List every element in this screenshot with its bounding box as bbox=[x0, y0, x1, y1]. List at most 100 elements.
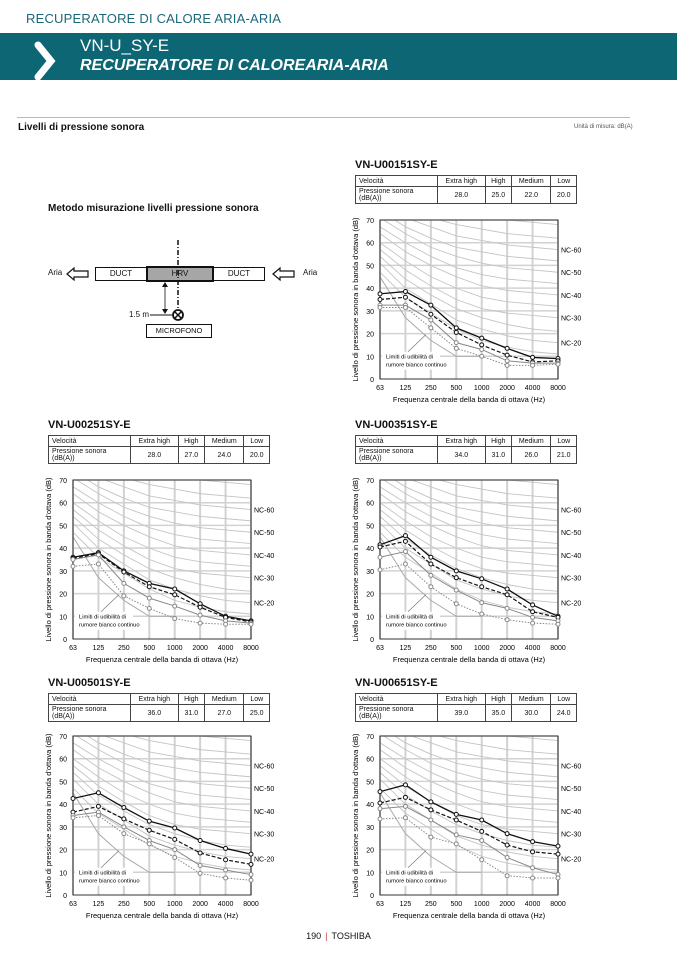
x-tick-label: 250 bbox=[118, 901, 130, 908]
nc-curve bbox=[437, 736, 558, 755]
y-tick-label: 20 bbox=[366, 848, 374, 855]
data-point bbox=[479, 584, 485, 590]
nc-curve bbox=[382, 220, 558, 273]
data-point bbox=[197, 620, 203, 626]
nc-curve bbox=[382, 736, 558, 789]
data-point bbox=[530, 875, 536, 881]
nc-curve bbox=[73, 787, 251, 871]
x-tick-label: 63 bbox=[376, 645, 384, 652]
annotation-arrow bbox=[407, 334, 427, 352]
value-cell: 31.0 bbox=[177, 704, 206, 722]
row-label: Pressione sonora (dB(A)) bbox=[48, 446, 131, 464]
nc-curve bbox=[380, 233, 558, 296]
y-axis-label: Livello di pressione sonora in banda d'o… bbox=[44, 477, 53, 642]
y-tick-label: 30 bbox=[59, 569, 67, 576]
header-cell: Medium bbox=[204, 693, 245, 705]
data-point bbox=[223, 875, 229, 881]
y-tick-label: 30 bbox=[59, 825, 67, 832]
data-point bbox=[504, 873, 510, 879]
data-point bbox=[223, 867, 229, 873]
y-tick-label: 0 bbox=[370, 637, 374, 644]
annotation-text: Limiti di udibilità di bbox=[79, 615, 126, 621]
y-tick-label: 60 bbox=[59, 757, 67, 764]
annotation-text: rumore bianco continuo bbox=[386, 879, 447, 885]
nc-curves bbox=[380, 220, 558, 357]
nc-curve bbox=[195, 480, 251, 485]
row-label: Pressione sonora (dB(A)) bbox=[355, 186, 438, 204]
header-cell: Low bbox=[550, 693, 577, 705]
data-point bbox=[479, 828, 485, 834]
nc-curve bbox=[393, 736, 558, 778]
data-point bbox=[248, 621, 254, 627]
y-tick-label: 0 bbox=[63, 637, 67, 644]
x-tick-label: 1000 bbox=[474, 385, 490, 392]
nc-curve bbox=[73, 509, 251, 579]
annotation-bg bbox=[75, 867, 133, 886]
data-point bbox=[402, 294, 408, 300]
measurement-lines bbox=[150, 240, 184, 321]
x-tick-label: 63 bbox=[69, 901, 77, 908]
x-tick-label: 125 bbox=[93, 901, 105, 908]
data-point bbox=[377, 567, 383, 573]
nc-curve bbox=[437, 480, 558, 499]
nc-curve bbox=[130, 736, 251, 755]
x-tick-label: 125 bbox=[400, 901, 412, 908]
nc-label: NC-60 bbox=[561, 248, 581, 255]
header-cell: Medium bbox=[204, 435, 245, 447]
y-tick-label: 30 bbox=[366, 569, 374, 576]
air-label-right: Aria bbox=[303, 268, 318, 277]
header-cell: Extra high bbox=[437, 693, 486, 705]
y-tick-label: 10 bbox=[366, 614, 374, 621]
section-title: Livelli di pressione sonora bbox=[18, 122, 145, 133]
data-point bbox=[121, 824, 127, 830]
series-line-low bbox=[72, 563, 251, 625]
y-tick-label: 40 bbox=[366, 802, 374, 809]
data-point bbox=[530, 620, 536, 626]
arrow-left-icon bbox=[66, 266, 89, 282]
title-band: VN-U_SY-E RECUPERATORE DI CALOREARIA-ARI… bbox=[0, 33, 677, 81]
x-axis-label: Frequenza centrale della banda di ottava… bbox=[86, 911, 239, 920]
nc-curve bbox=[195, 736, 251, 741]
table-row: Pressione sonora (dB(A)) 36.0 31.0 27.0 25.0 bbox=[48, 704, 270, 722]
y-tick-label: 40 bbox=[59, 802, 67, 809]
y-tick-label: 60 bbox=[366, 241, 374, 248]
data-point bbox=[146, 841, 152, 847]
nc-curve bbox=[380, 778, 558, 860]
data-point bbox=[248, 877, 254, 883]
data-point bbox=[146, 818, 152, 824]
y-tick-label: 50 bbox=[366, 523, 374, 530]
duct-right-box: DUCT bbox=[213, 267, 265, 281]
header-cell: Medium bbox=[511, 693, 552, 705]
y-tick-label: 60 bbox=[366, 501, 374, 508]
data-point bbox=[172, 847, 178, 853]
data-point bbox=[530, 602, 536, 608]
nc-curve bbox=[380, 522, 558, 604]
value-cell: 24.0 bbox=[204, 446, 245, 464]
header-cell: Velocità bbox=[355, 175, 438, 187]
annotation-bg bbox=[382, 611, 440, 630]
series-line-low bbox=[379, 563, 559, 625]
data-point bbox=[555, 361, 561, 367]
series-line-high bbox=[379, 540, 559, 619]
value-cell: 31.0 bbox=[484, 446, 513, 464]
x-tick-label: 8000 bbox=[550, 645, 566, 652]
series-line-medium bbox=[380, 304, 558, 364]
header-cell: High bbox=[484, 693, 513, 705]
data-point bbox=[121, 805, 127, 811]
x-tick-label: 500 bbox=[450, 901, 462, 908]
data-point bbox=[121, 831, 127, 837]
annotation-text: rumore bianco continuo bbox=[79, 623, 140, 629]
nc-label: NC-60 bbox=[561, 764, 581, 771]
nc-curve bbox=[380, 509, 558, 579]
data-point bbox=[197, 612, 203, 618]
series-line-high bbox=[379, 796, 559, 855]
data-point bbox=[479, 335, 485, 341]
value-cell: 35.0 bbox=[484, 704, 513, 722]
page-footer: 190 | TOSHIBA bbox=[306, 931, 371, 941]
data-point bbox=[504, 617, 510, 623]
header-cell: Extra high bbox=[130, 693, 179, 705]
x-tick-label: 1000 bbox=[474, 901, 490, 908]
data-point bbox=[428, 817, 434, 823]
series-line-medium bbox=[72, 554, 252, 624]
data-point bbox=[453, 329, 459, 335]
